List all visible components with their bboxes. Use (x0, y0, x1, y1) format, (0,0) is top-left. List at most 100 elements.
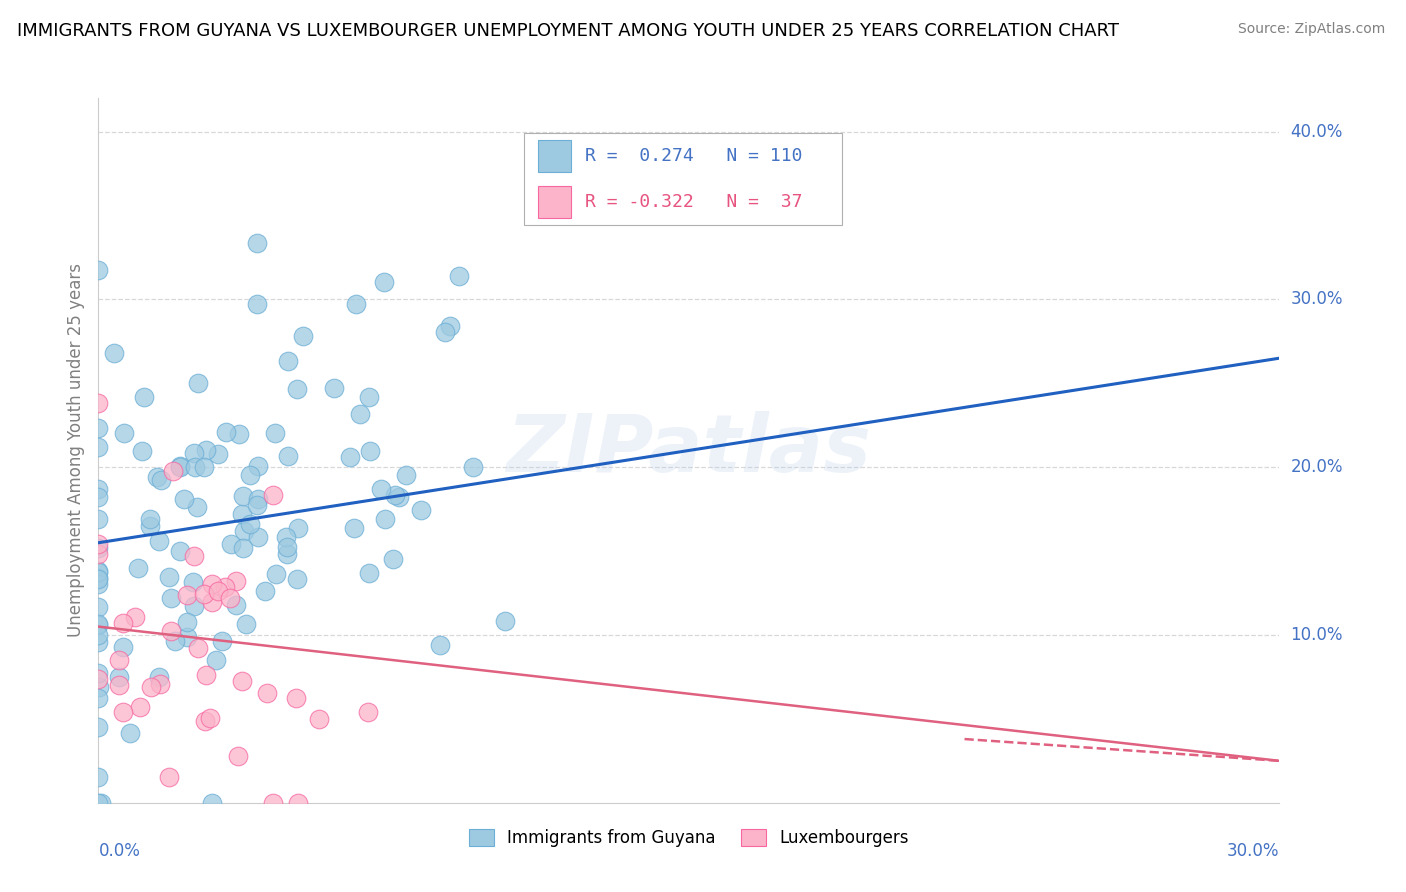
Point (87, 396, 110, 410)
Point (169, 544, 191, 558)
Point (183, 446, 205, 460)
Point (87, 628, 110, 642)
Point (112, 426, 135, 441)
Text: Source: ZipAtlas.com: Source: ZipAtlas.com (1237, 22, 1385, 37)
Point (214, 581, 236, 595)
Point (87, 672, 110, 686)
Point (287, 796, 309, 810)
Point (87, 571, 110, 585)
Point (231, 507, 253, 521)
Legend: Immigrants from Guyana, Luxembourgers: Immigrants from Guyana, Luxembourgers (470, 830, 908, 847)
Point (160, 591, 183, 605)
Point (211, 634, 233, 648)
Point (111, 640, 134, 655)
Point (181, 575, 204, 590)
Point (349, 407, 371, 421)
Point (339, 450, 361, 465)
Point (183, 549, 205, 564)
Point (232, 541, 254, 556)
Point (207, 583, 229, 598)
Point (87, 262, 110, 277)
Point (439, 318, 461, 333)
Point (285, 382, 308, 396)
Text: 0.0%: 0.0% (98, 841, 141, 860)
Point (187, 641, 209, 656)
Point (357, 566, 380, 581)
Text: IMMIGRANTS FROM GUYANA VS LUXEMBOURGER UNEMPLOYMENT AMONG YOUTH UNDER 25 YEARS C: IMMIGRANTS FROM GUYANA VS LUXEMBOURGER U… (17, 22, 1119, 40)
Point (149, 474, 172, 488)
Point (159, 624, 181, 638)
Point (87, 541, 110, 555)
Point (201, 796, 224, 810)
Text: 20.0%: 20.0% (1291, 458, 1343, 476)
Point (108, 652, 131, 666)
Point (253, 583, 276, 598)
Point (87, 770, 110, 784)
Point (157, 770, 180, 784)
Point (176, 588, 198, 602)
Point (183, 599, 205, 614)
Point (127, 561, 149, 575)
Point (357, 705, 380, 719)
Point (90, 796, 112, 810)
Point (225, 574, 247, 588)
Point (169, 458, 191, 473)
Point (373, 275, 395, 289)
Point (447, 268, 470, 283)
Point (194, 714, 217, 728)
Point (187, 376, 209, 391)
Point (384, 488, 406, 502)
Point (132, 390, 155, 404)
Point (276, 540, 298, 554)
Text: ZIPatlas: ZIPatlas (506, 411, 872, 490)
Text: 30.0%: 30.0% (1227, 841, 1279, 860)
Point (357, 390, 380, 404)
Point (225, 598, 247, 612)
Point (287, 521, 309, 535)
Point (87, 720, 110, 734)
Point (148, 677, 170, 691)
Point (87, 421, 110, 435)
Point (433, 325, 456, 339)
Point (108, 678, 131, 692)
Point (308, 712, 330, 726)
Point (139, 512, 162, 526)
Point (233, 524, 256, 538)
Point (409, 502, 432, 516)
Bar (537, 140, 571, 172)
Point (359, 443, 381, 458)
Point (219, 591, 242, 606)
Point (139, 680, 162, 694)
Point (169, 460, 191, 475)
Point (148, 670, 170, 684)
Point (276, 547, 298, 561)
Point (370, 482, 392, 496)
Point (247, 458, 270, 473)
Point (157, 570, 180, 584)
Point (87, 483, 110, 497)
Point (148, 533, 170, 548)
Point (87, 440, 110, 454)
Point (246, 235, 269, 250)
Point (219, 536, 242, 550)
Point (112, 615, 135, 630)
Point (232, 489, 254, 503)
Point (118, 726, 141, 740)
Point (87, 691, 110, 706)
Point (228, 426, 250, 441)
Point (195, 443, 218, 458)
Point (186, 500, 208, 515)
Point (87, 512, 110, 526)
Text: R = -0.322   N =  37: R = -0.322 N = 37 (585, 193, 803, 211)
Point (112, 706, 135, 720)
Point (285, 572, 308, 586)
Point (200, 711, 222, 725)
Point (193, 587, 215, 601)
Point (201, 595, 224, 609)
Point (87, 617, 110, 632)
Point (215, 425, 238, 440)
Point (239, 468, 262, 483)
Point (193, 459, 215, 474)
Point (205, 652, 228, 666)
Bar (537, 186, 571, 218)
